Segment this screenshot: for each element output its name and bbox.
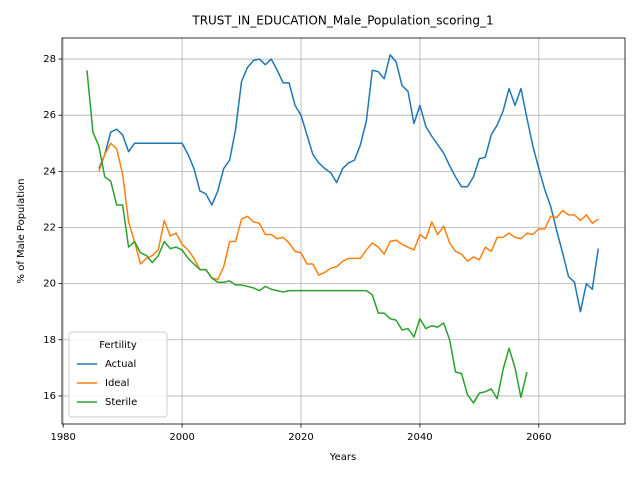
legend-title: Fertility <box>99 340 137 351</box>
legend-label: Actual <box>105 359 136 370</box>
y-tick-label: 16 <box>43 391 56 402</box>
line-series <box>98 54 599 313</box>
y-tick-label: 26 <box>43 110 56 121</box>
legend-label: Ideal <box>105 378 129 389</box>
y-tick-label: 24 <box>43 166 56 177</box>
y-tick-label: 28 <box>43 54 56 65</box>
legend-box <box>68 331 168 418</box>
x-tick-label: 1980 <box>50 432 75 443</box>
x-tick-label: 2020 <box>288 432 313 443</box>
x-axis-label: Years <box>329 452 356 463</box>
y-tick-label: 20 <box>43 279 56 290</box>
y-tick-label: 18 <box>43 335 56 346</box>
plot-frame <box>61 37 626 425</box>
line-series <box>98 142 599 281</box>
x-tick-label: 2000 <box>169 432 194 443</box>
chart-title: TRUST_IN_EDUCATION_Male_Population_scori… <box>191 14 493 28</box>
y-tick-label: 22 <box>43 222 56 233</box>
legend-label: Sterile <box>105 397 137 408</box>
y-axis-label: % of Male Population <box>16 179 27 284</box>
x-tick-label: 2040 <box>407 432 432 443</box>
line-series <box>86 70 528 404</box>
x-tick-label: 2060 <box>526 432 551 443</box>
